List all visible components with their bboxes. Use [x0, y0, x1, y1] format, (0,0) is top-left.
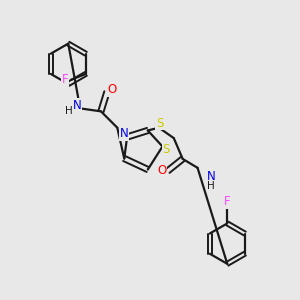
Text: F: F [61, 74, 68, 86]
Text: O: O [108, 83, 117, 96]
Text: S: S [156, 117, 163, 130]
Text: N: N [73, 99, 82, 112]
Text: N: N [207, 170, 215, 183]
Text: F: F [224, 195, 231, 208]
Text: H: H [65, 106, 73, 116]
Text: O: O [157, 164, 167, 177]
Text: H: H [207, 181, 215, 191]
Text: S: S [162, 143, 170, 156]
Text: N: N [120, 127, 128, 140]
